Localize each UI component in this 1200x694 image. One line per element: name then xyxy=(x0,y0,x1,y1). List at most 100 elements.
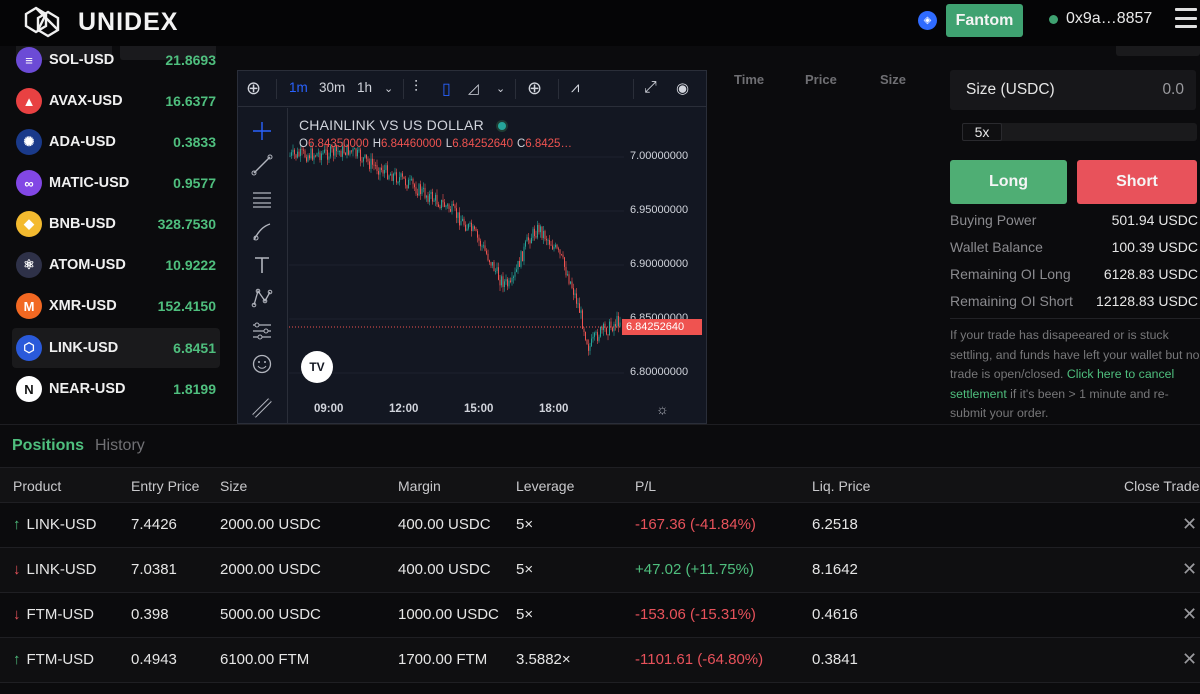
timeframe-1h[interactable]: 1h xyxy=(357,80,373,95)
fantom-network-icon[interactable]: ◈ xyxy=(918,11,937,30)
text-tool-icon[interactable] xyxy=(251,254,273,276)
candle-body xyxy=(582,310,583,329)
candle-body xyxy=(301,148,303,150)
close-trade-icon[interactable]: ✕ xyxy=(1182,604,1198,624)
market-symbol: ADA-USD xyxy=(49,134,116,150)
candle-body xyxy=(544,231,546,240)
pattern-tool-icon[interactable] xyxy=(251,287,273,309)
drawing-tools-sidebar xyxy=(238,108,288,424)
market-item-ada-usd[interactable]: ✺ ADA-USD 0.3833 xyxy=(12,122,220,162)
candle-body xyxy=(465,224,466,231)
timeframe-dropdown-icon[interactable]: ⌄ xyxy=(384,83,394,95)
candle-body xyxy=(591,338,592,347)
brush-icon[interactable] xyxy=(251,221,273,243)
position-leverage: 3.5882× xyxy=(516,651,571,668)
candle-body xyxy=(318,152,319,154)
crosshair-icon[interactable] xyxy=(251,120,273,142)
candle-body xyxy=(547,240,549,241)
cancel-settlement-link[interactable]: Click here to cancel settlement xyxy=(950,367,1175,401)
leverage-value[interactable]: 5x xyxy=(962,123,1002,141)
long-button[interactable]: Long xyxy=(950,160,1067,204)
candle-body xyxy=(504,281,505,288)
price-chart-area[interactable]: CHAINLINK VS US DOLLAR O6.84350000 H6.844… xyxy=(289,108,706,424)
ruler-icon[interactable] xyxy=(251,397,273,419)
fib-retracement-icon[interactable] xyxy=(251,188,273,210)
screenshot-camera-icon[interactable]: ◉ xyxy=(676,80,690,97)
position-size: 5000.00 USDC xyxy=(220,606,321,623)
candle-body xyxy=(364,154,366,158)
candle-body xyxy=(406,185,408,189)
timeframe-30m[interactable]: 30m xyxy=(319,80,346,95)
close-trade-icon[interactable]: ✕ xyxy=(1182,559,1198,579)
candle-body xyxy=(393,173,394,181)
candle-body xyxy=(400,173,402,178)
candle-body xyxy=(459,212,460,226)
candle-body xyxy=(363,157,364,162)
candle-body xyxy=(549,240,550,245)
tab-history[interactable]: History xyxy=(95,437,145,454)
close-trade-icon[interactable]: ✕ xyxy=(1182,649,1198,669)
area-chart-type-icon[interactable]: ◿ xyxy=(468,80,479,96)
position-product: ↓ LINK-USD xyxy=(13,561,97,578)
market-item-matic-usd[interactable]: ∞ MATIC-USD 0.9577 xyxy=(12,163,220,203)
hamburger-menu-icon[interactable] xyxy=(1175,8,1197,28)
candle-body xyxy=(429,193,430,202)
close-trade-icon[interactable]: ✕ xyxy=(1182,514,1198,534)
candle-body xyxy=(420,184,421,195)
wallet-balance-row: Wallet Balance 100.39 USDC xyxy=(950,239,1198,255)
market-item-atom-usd[interactable]: ⚛ ATOM-USD 10.9222 xyxy=(12,245,220,285)
size-input-value[interactable]: 0.0 xyxy=(1162,81,1184,98)
short-button[interactable]: Short xyxy=(1077,160,1197,204)
y-axis-label: 6.95000000 xyxy=(630,204,689,216)
candle-body xyxy=(553,247,555,250)
network-select-button[interactable]: Fantom xyxy=(946,4,1023,37)
candle-body xyxy=(403,176,405,179)
leverage-slider[interactable]: 5x xyxy=(962,123,1197,141)
trendline-icon[interactable] xyxy=(251,154,273,176)
market-item-avax-usd[interactable]: ▲ AVAX-USD 16.6377 xyxy=(12,81,220,121)
candle-body xyxy=(325,149,327,151)
bar-chart-type-icon[interactable]: ⫶ xyxy=(414,79,419,96)
candle-body xyxy=(460,220,462,226)
indicator-add-icon[interactable]: ⊕ xyxy=(527,78,543,98)
chart-settings-gear-icon[interactable]: ☼ xyxy=(656,401,669,417)
candle-body xyxy=(357,150,358,157)
candle-body xyxy=(339,150,340,152)
unidex-logo[interactable]: UNIDEX xyxy=(24,4,178,40)
candle-body xyxy=(295,154,297,158)
candle-body xyxy=(375,164,376,166)
prediction-tool-icon[interactable] xyxy=(251,320,273,342)
position-liq: 6.2518 xyxy=(812,516,858,533)
market-symbol: XMR-USD xyxy=(49,298,117,314)
timeframe-1m[interactable]: 1m xyxy=(289,80,308,95)
tradingview-logo[interactable]: TV xyxy=(301,351,333,383)
add-symbol-icon[interactable]: ⊕ xyxy=(246,78,262,98)
candle-body xyxy=(291,152,292,156)
market-item-link-usd[interactable]: ⬡ LINK-USD 6.8451 xyxy=(12,328,220,368)
chart-type-dropdown-icon[interactable]: ⌄ xyxy=(496,83,506,95)
candle-body xyxy=(552,245,553,250)
fullscreen-icon[interactable]: ⤢ xyxy=(644,79,657,96)
candle-body xyxy=(402,173,403,177)
candlestick-chart-type-icon[interactable]: ▯ xyxy=(442,81,451,98)
candle-body xyxy=(457,212,459,218)
market-item-near-usd[interactable]: N NEAR-USD 1.8199 xyxy=(12,369,220,409)
tab-positions[interactable]: Positions xyxy=(12,437,85,454)
market-item-sol-usd[interactable]: ≡ SOL-USD 21.8693 xyxy=(12,46,220,80)
candle-body xyxy=(609,321,610,336)
market-item-xmr-usd[interactable]: M XMR-USD 152.4150 xyxy=(12,286,220,326)
candle-body xyxy=(511,277,513,282)
candle-body xyxy=(376,165,378,172)
positions-table-header: Product Entry Price Size Margin Leverage… xyxy=(0,467,1200,503)
candle-body xyxy=(597,332,598,341)
candle-body xyxy=(523,246,525,262)
filter-tab-other[interactable] xyxy=(120,46,216,60)
candle-body xyxy=(541,226,543,239)
candle-body xyxy=(564,257,565,267)
emoji-icon[interactable] xyxy=(251,353,273,375)
size-input[interactable]: Size (USDC) 0.0 xyxy=(950,70,1196,110)
indicators-icon[interactable]: ⩘ xyxy=(571,79,580,96)
market-item-bnb-usd[interactable]: ◆ BNB-USD 328.7530 xyxy=(12,204,220,244)
wallet-address-button[interactable]: 0x9a…8857 xyxy=(1049,10,1152,28)
candle-body xyxy=(474,226,475,229)
